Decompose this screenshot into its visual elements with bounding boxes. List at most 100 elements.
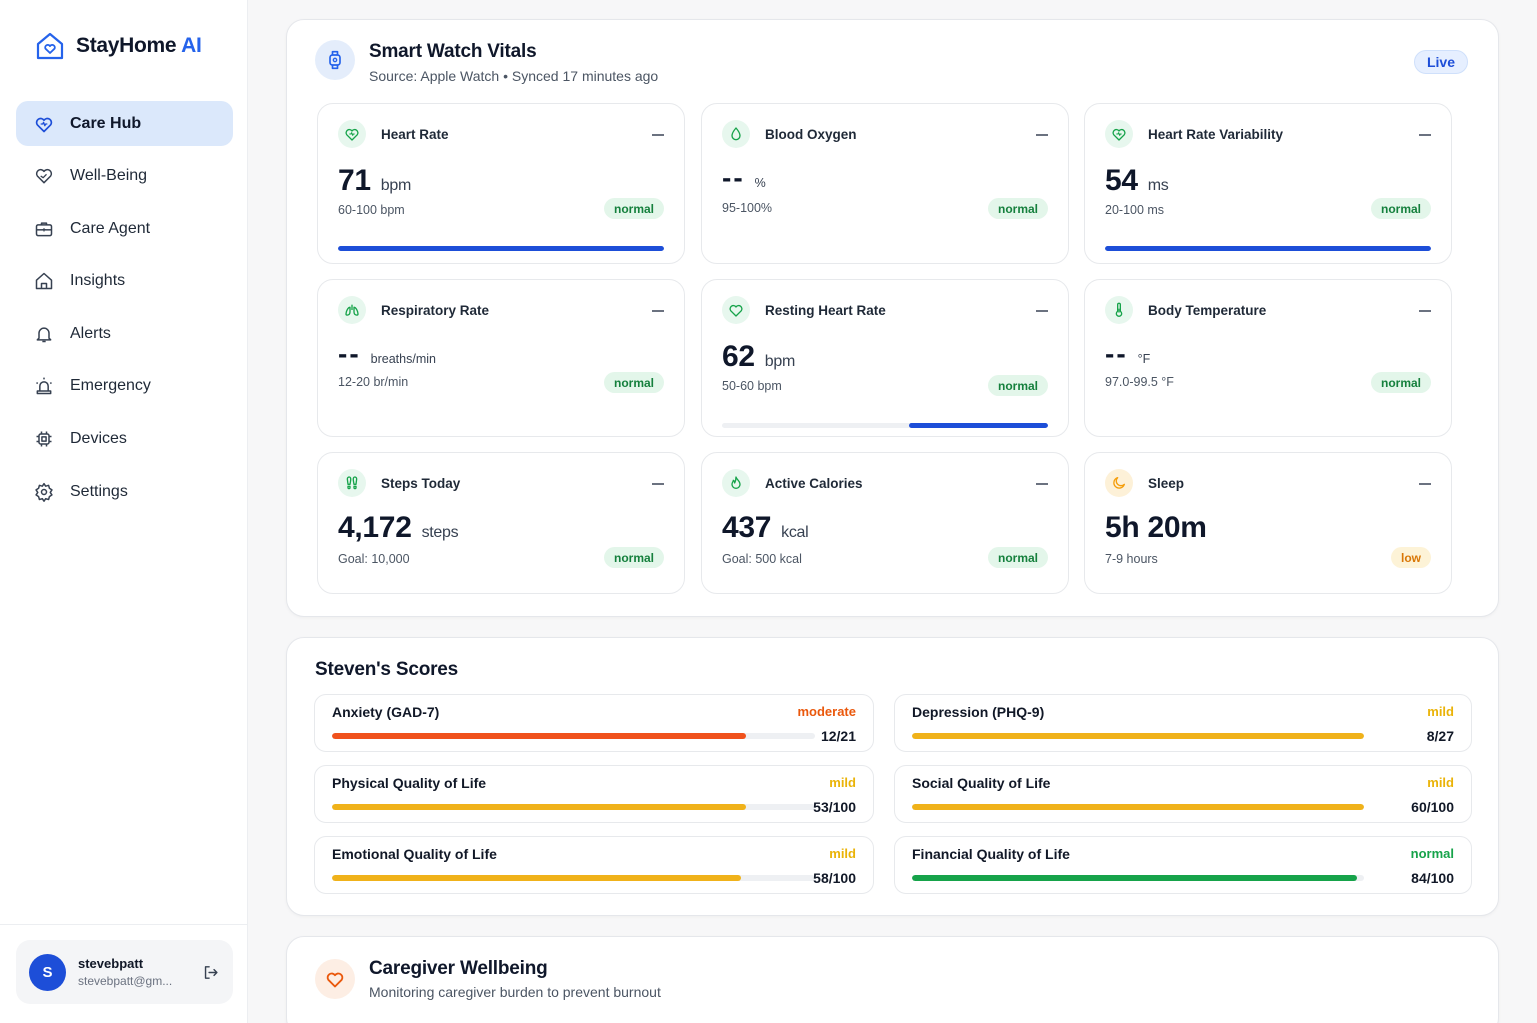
lungs-icon bbox=[338, 296, 366, 324]
live-badge: Live bbox=[1413, 50, 1468, 74]
vital-range: 12-20 br/min bbox=[338, 375, 409, 389]
vital-range: 20-100 ms bbox=[1105, 203, 1165, 217]
vital-title: Steps Today bbox=[381, 476, 461, 491]
vital-title: Blood Oxygen bbox=[765, 127, 857, 142]
collapse-icon[interactable] bbox=[1036, 134, 1048, 136]
vital-progress bbox=[1105, 246, 1431, 251]
vital-card-resting-heart-rate[interactable]: Resting Heart Rate 62 bpm 50-60 bpm norma… bbox=[701, 279, 1069, 437]
vital-number: -- bbox=[1105, 338, 1128, 369]
logout-icon[interactable] bbox=[202, 964, 219, 981]
vitals-title: Smart Watch Vitals bbox=[369, 41, 537, 62]
vital-title: Respiratory Rate bbox=[381, 303, 490, 318]
vital-range: 50-60 bpm bbox=[722, 379, 782, 393]
score-card-financial-qol[interactable]: Financial Quality of Life normal 84/100 bbox=[894, 836, 1472, 894]
user-card[interactable]: S stevebpatt stevebpatt@gm... bbox=[16, 940, 233, 1004]
gear-icon bbox=[35, 482, 53, 502]
vital-card-heart-rate[interactable]: Heart Rate 71 bpm 60-100 bpm normal bbox=[317, 103, 685, 264]
score-bar-fill bbox=[332, 875, 742, 881]
collapse-icon[interactable] bbox=[1036, 483, 1048, 485]
collapse-icon[interactable] bbox=[652, 483, 664, 485]
score-bar-fill bbox=[332, 733, 746, 739]
vital-unit: steps bbox=[421, 524, 459, 541]
score-card-social-qol[interactable]: Social Quality of Life mild 60/100 bbox=[894, 765, 1472, 823]
sidebar-item-devices[interactable]: Devices bbox=[16, 417, 233, 462]
vital-progress-fill bbox=[909, 423, 1048, 428]
vital-unit: °F bbox=[1137, 352, 1151, 366]
vital-number: 4,172 bbox=[338, 511, 412, 544]
vital-number: 71 bbox=[338, 164, 371, 197]
collapse-icon[interactable] bbox=[1419, 310, 1431, 312]
score-name: Depression (PHQ-9) bbox=[912, 704, 1045, 720]
score-bar bbox=[332, 875, 815, 881]
vital-value: 5h 20m bbox=[1105, 511, 1207, 545]
brand-name: StayHome bbox=[76, 34, 177, 57]
vital-card-hrv[interactable]: Heart Rate Variability 54 ms 20-100 ms no… bbox=[1084, 103, 1452, 264]
vital-number: -- bbox=[338, 338, 361, 369]
watch-icon bbox=[329, 50, 341, 70]
sidebar-item-alerts[interactable]: Alerts bbox=[16, 311, 233, 356]
vital-card-active-calories[interactable]: Active Calories 437 kcal Goal: 500 kcal n… bbox=[701, 452, 1069, 594]
vital-title: Heart Rate bbox=[381, 127, 449, 142]
briefcase-medical-icon bbox=[35, 222, 53, 237]
vital-card-body-temperature[interactable]: Body Temperature -- °F 97.0-99.5 °F norma… bbox=[1084, 279, 1452, 437]
score-bar-fill bbox=[912, 733, 1364, 739]
vital-unit: breaths/min bbox=[370, 352, 436, 366]
sidebar-item-label: Devices bbox=[70, 430, 127, 448]
sidebar-item-label: Alerts bbox=[70, 324, 111, 342]
collapse-icon[interactable] bbox=[1419, 134, 1431, 136]
brand-suffix: AI bbox=[181, 34, 202, 57]
vital-card-sleep[interactable]: Sleep 5h 20m 7-9 hours low bbox=[1084, 452, 1452, 594]
moon-icon bbox=[1105, 469, 1133, 497]
score-bar bbox=[912, 875, 1364, 881]
score-bar bbox=[332, 733, 815, 739]
vital-title: Heart Rate Variability bbox=[1148, 127, 1284, 142]
score-card-depression[interactable]: Depression (PHQ-9) mild 8/27 bbox=[894, 694, 1472, 752]
score-value: 12/21 bbox=[820, 728, 856, 744]
score-card-emotional-qol[interactable]: Emotional Quality of Life mild 58/100 bbox=[314, 836, 874, 894]
collapse-icon[interactable] bbox=[1419, 483, 1431, 485]
score-bar bbox=[912, 733, 1364, 739]
vital-card-steps[interactable]: Steps Today 4,172 steps Goal: 10,000 norm… bbox=[317, 452, 685, 594]
score-card-physical-qol[interactable]: Physical Quality of Life mild 53/100 bbox=[314, 765, 874, 823]
vital-progress bbox=[722, 423, 1048, 428]
vital-title: Body Temperature bbox=[1148, 303, 1267, 318]
sidebar-item-emergency[interactable]: Emergency bbox=[16, 364, 233, 409]
score-level: moderate bbox=[797, 704, 856, 719]
vital-range: 95-100% bbox=[722, 201, 773, 215]
sidebar-item-care-hub[interactable]: Care Hub bbox=[16, 101, 233, 146]
bell-icon bbox=[36, 327, 52, 343]
sidebar-divider bbox=[0, 924, 248, 925]
thermometer-icon bbox=[1105, 296, 1133, 324]
user-email: stevebpatt@gm... bbox=[78, 974, 173, 988]
status-badge: normal bbox=[603, 372, 664, 393]
vital-progress-fill bbox=[338, 246, 664, 251]
vital-card-blood-oxygen[interactable]: Blood Oxygen --% 95-100% normal bbox=[701, 103, 1069, 264]
status-badge: normal bbox=[987, 547, 1048, 568]
score-level: mild bbox=[829, 846, 856, 861]
vital-progress-fill bbox=[1105, 246, 1431, 251]
collapse-icon[interactable] bbox=[1036, 310, 1048, 312]
vital-card-respiratory-rate[interactable]: Respiratory Rate -- breaths/min 12-20 br/… bbox=[317, 279, 685, 437]
collapse-icon[interactable] bbox=[652, 134, 664, 136]
heart-hand-icon bbox=[35, 169, 53, 184]
brand-logo[interactable]: StayHome AI bbox=[34, 30, 202, 62]
heart-icon bbox=[326, 972, 344, 988]
sidebar-item-care-agent[interactable]: Care Agent bbox=[16, 206, 233, 251]
sidebar: StayHome AI Care Hub Well-Being Care Age… bbox=[0, 0, 248, 1023]
sidebar-item-settings[interactable]: Settings bbox=[16, 469, 233, 514]
sidebar-item-well-being[interactable]: Well-Being bbox=[16, 154, 233, 199]
sidebar-item-insights[interactable]: Insights bbox=[16, 259, 233, 304]
score-level: mild bbox=[1427, 775, 1454, 790]
vital-number: 54 bbox=[1105, 164, 1138, 197]
score-bar bbox=[912, 804, 1364, 810]
sidebar-item-label: Well-Being bbox=[70, 167, 148, 185]
score-value: 60/100 bbox=[1411, 799, 1454, 815]
score-name: Social Quality of Life bbox=[912, 775, 1051, 791]
vital-value: 54 ms bbox=[1105, 164, 1169, 198]
siren-icon bbox=[36, 378, 52, 395]
score-card-anxiety[interactable]: Anxiety (GAD-7) moderate 12/21 bbox=[314, 694, 874, 752]
avatar[interactable]: S bbox=[29, 953, 66, 991]
vital-range: 60-100 bpm bbox=[338, 203, 405, 217]
score-bar-fill bbox=[912, 875, 1358, 881]
collapse-icon[interactable] bbox=[652, 310, 664, 312]
